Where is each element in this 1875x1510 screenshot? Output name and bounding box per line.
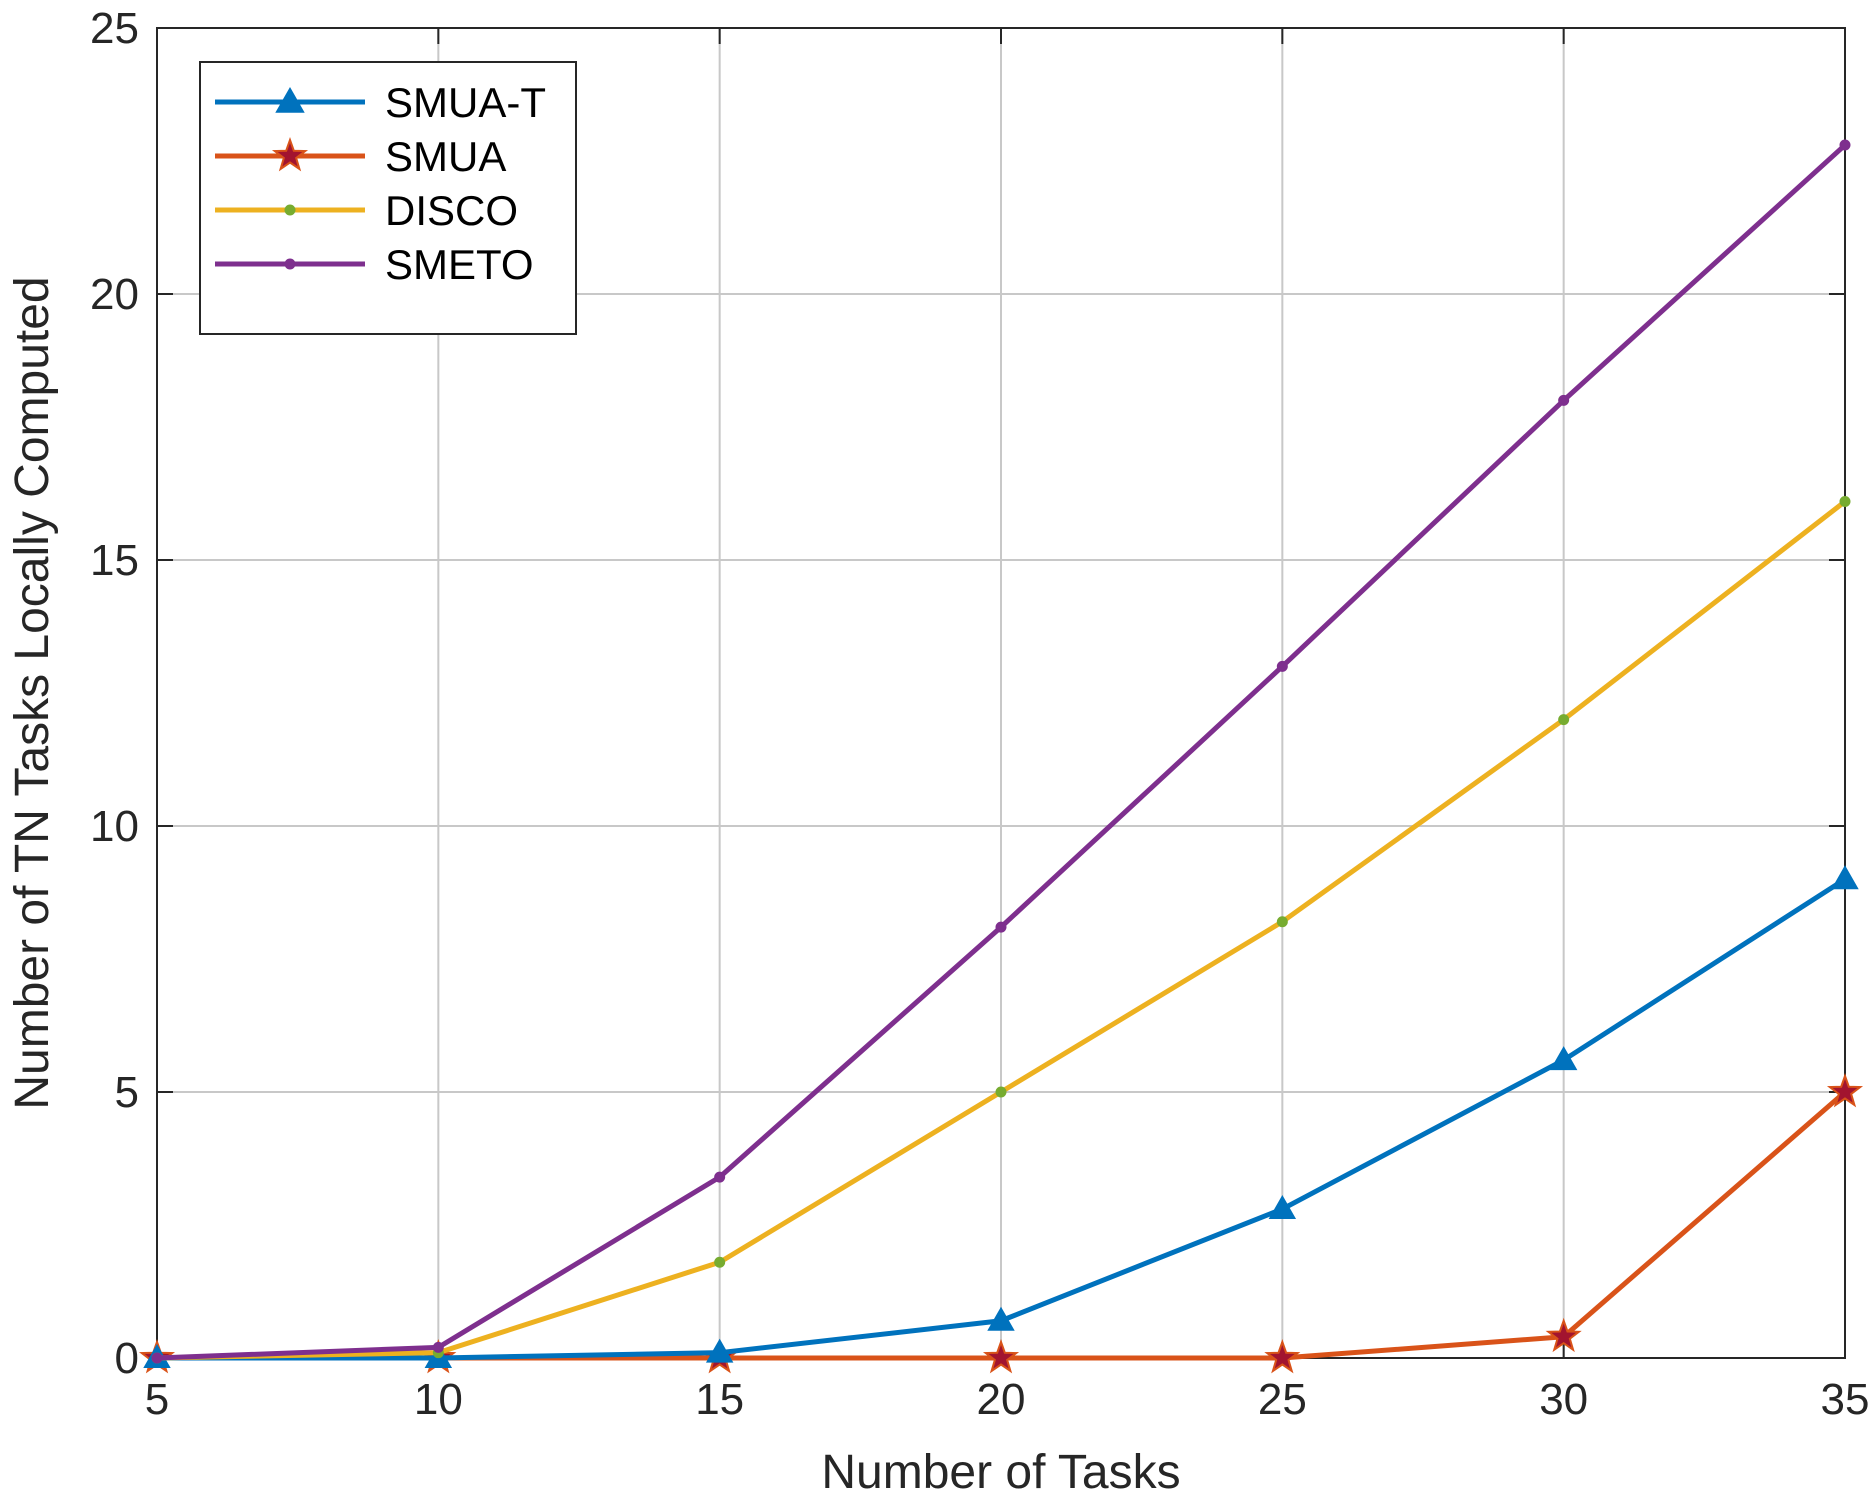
y-tick-label: 15 [90,536,139,585]
data-point [714,1256,726,1268]
data-point [982,1339,1020,1374]
x-axis-label: Number of Tasks [821,1446,1180,1499]
data-point [1276,916,1288,928]
data-point [1831,865,1859,890]
legend-entry: SMUA-T [215,79,546,126]
x-tick-label: 35 [1821,1375,1870,1424]
data-point [1558,394,1570,406]
legend-marker [284,258,296,270]
data-point [432,1341,444,1353]
data-point [1268,1195,1297,1220]
y-tick-label: 10 [90,802,139,851]
data-point [1549,1046,1578,1071]
data-point [714,1171,726,1183]
data-point [995,1086,1007,1098]
data-point [987,1306,1015,1331]
legend-entry: SMUA [215,133,506,180]
x-tick-label: 10 [414,1375,463,1424]
data-point [1839,495,1851,507]
y-tick-label: 5 [115,1068,139,1117]
legend-entry: DISCO [215,187,518,234]
y-tick-label: 25 [90,4,139,53]
legend-marker [284,204,296,216]
legend-marker [271,137,309,172]
x-tick-label: 25 [1258,1375,1307,1424]
data-point [995,921,1007,933]
y-tick-label: 0 [115,1334,139,1383]
data-point [151,1352,163,1364]
legend-box [199,61,577,335]
legend-label: SMUA-T [385,79,546,126]
data-point [1545,1317,1582,1353]
series-smeto [151,139,1851,1364]
data-point [1558,714,1570,726]
data-point [1826,1073,1864,1108]
legend-marker [275,86,305,113]
data-point [1264,1339,1301,1374]
y-axis-ticks: 0 5 10 15 20 25 [90,4,1845,1383]
data-point [1276,660,1288,672]
x-tick-label: 20 [977,1375,1026,1424]
legend-entry: SMETO [215,241,534,288]
legend-label: DISCO [385,187,518,234]
y-tick-label: 20 [90,270,139,319]
legend-label: SMUA [385,133,506,180]
data-point [1839,139,1851,151]
x-tick-label: 5 [145,1375,169,1424]
series-layer [138,139,1864,1374]
legend: SMUA-T SMUA DISCO SMETO [199,61,577,335]
x-tick-label: 30 [1539,1375,1588,1424]
legend-label: SMETO [385,241,534,288]
x-tick-label: 15 [695,1375,744,1424]
y-axis-label: Number of TN Tasks Locally Computed [6,276,59,1109]
data-point [705,1338,734,1363]
